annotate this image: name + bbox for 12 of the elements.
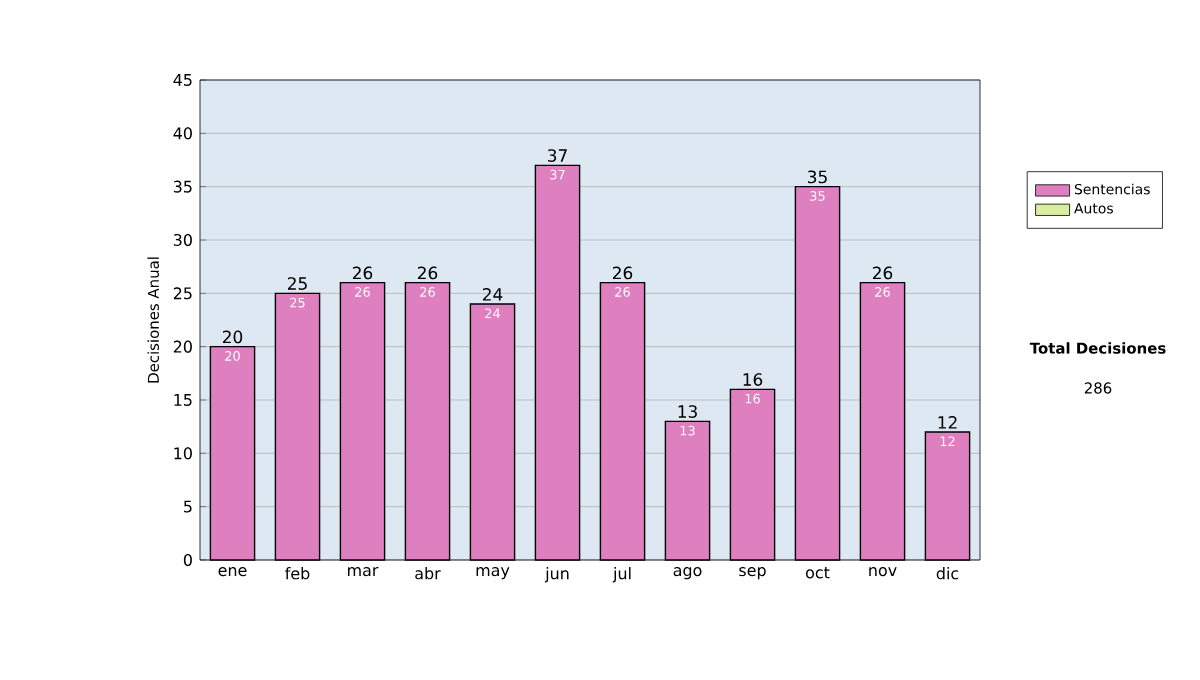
total-label: 37 xyxy=(548,149,567,162)
total-label: 24 xyxy=(482,288,503,301)
total-label: 20 xyxy=(222,330,243,344)
total-label: 25 xyxy=(287,277,307,290)
total-label: 16 xyxy=(743,373,763,386)
total-label: 26 xyxy=(612,266,633,280)
total-label: 26 xyxy=(417,266,438,280)
total-label: 12 xyxy=(938,416,957,429)
total-label: 26 xyxy=(872,266,893,280)
total-label: 26 xyxy=(352,266,373,280)
total-label: 35 xyxy=(808,170,827,184)
total-label: 13 xyxy=(678,405,697,418)
